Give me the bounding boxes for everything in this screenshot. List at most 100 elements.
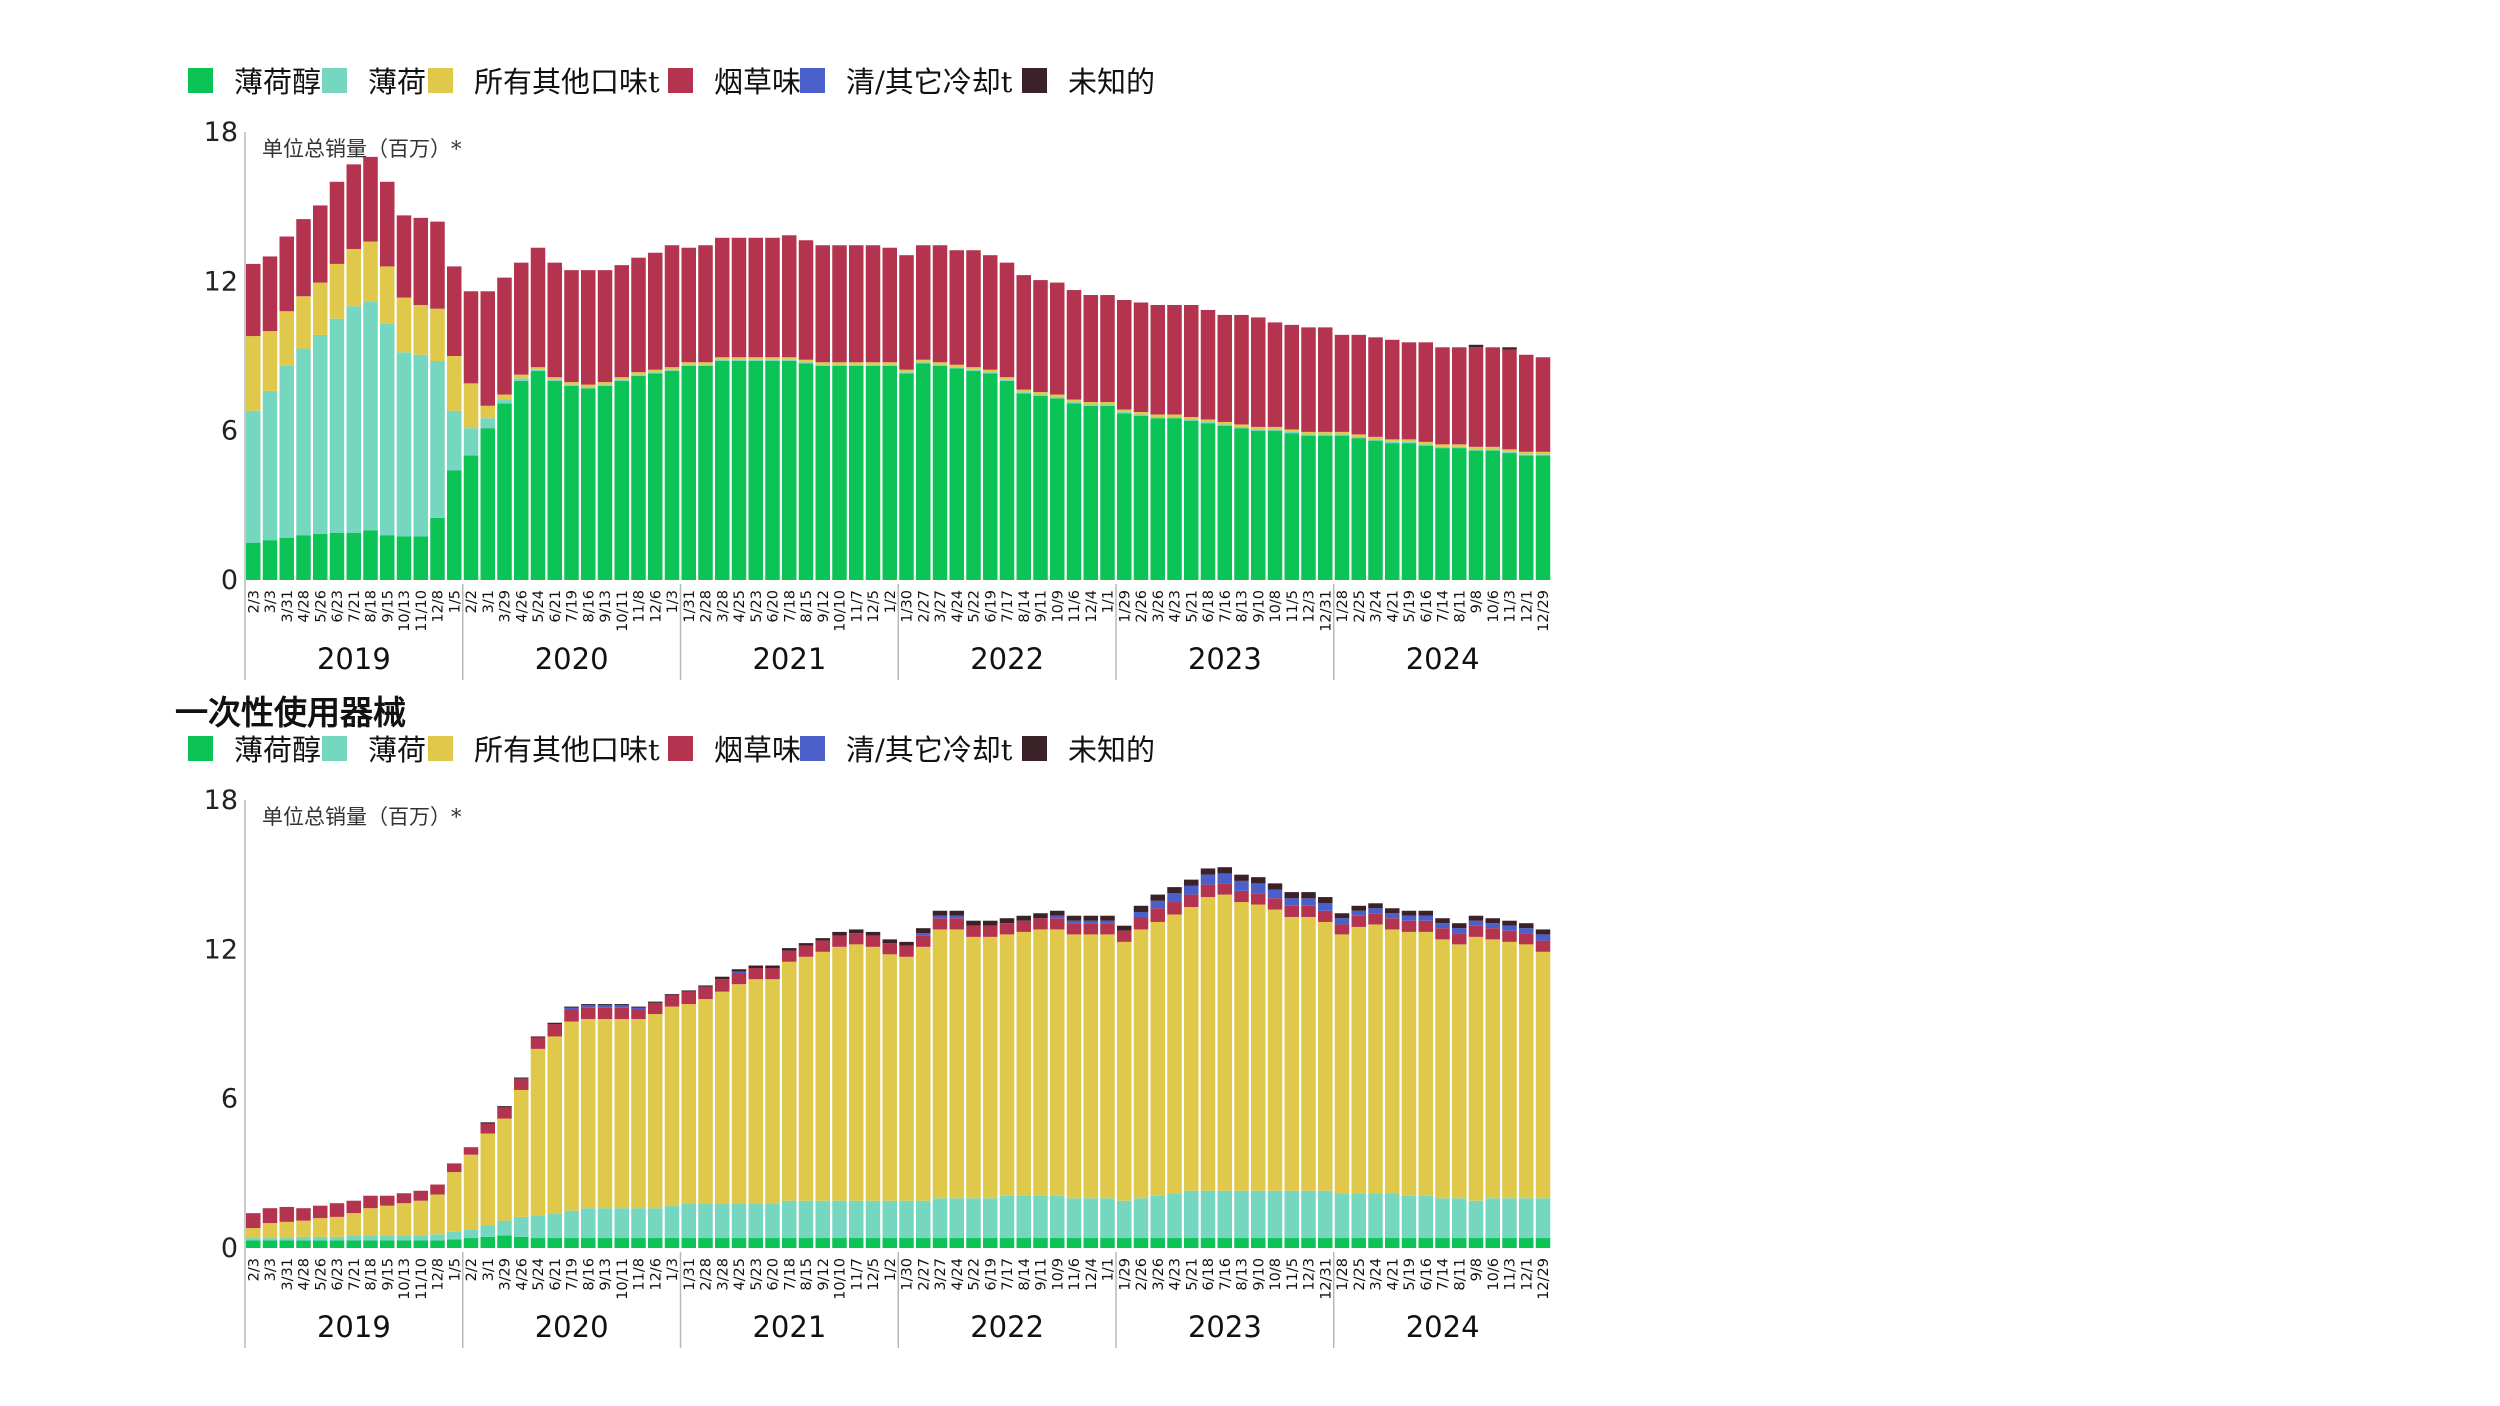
x-tick-label: 9/13 xyxy=(598,1258,614,1291)
y-tick-label: 0 xyxy=(221,1233,238,1264)
bar-segment-tobacco xyxy=(363,156,378,242)
bar-segment-menthol xyxy=(581,1238,596,1248)
bar-segment-tobacco xyxy=(1217,314,1232,422)
x-tick-label: 6/23 xyxy=(330,1258,346,1291)
bar-segment-menthol xyxy=(313,1240,328,1248)
bar-segment-mint xyxy=(1234,1190,1249,1239)
x-tick-label: 1/2 xyxy=(883,1258,899,1281)
bar-segment-unknown xyxy=(1133,905,1149,912)
bar-segment-mint xyxy=(1468,449,1484,451)
x-tick-label: 6/16 xyxy=(1419,1258,1435,1291)
year-label: 2024 xyxy=(1406,1310,1480,1344)
bar-segment-menthol xyxy=(1066,1238,1082,1248)
bar-segment-tobacco xyxy=(748,968,763,980)
bar-segment-menthol xyxy=(1468,1238,1484,1248)
bar-segment-tobacco xyxy=(380,181,395,267)
year-label: 2020 xyxy=(535,642,609,676)
bar-segment-tobacco xyxy=(731,237,747,358)
bar-segment-menthol xyxy=(1016,1238,1031,1248)
x-tick-label: 12/4 xyxy=(1084,1258,1100,1291)
bar-segment-mint xyxy=(1535,1198,1551,1239)
bar-segment-unknown xyxy=(916,928,931,934)
bar-segment-tobacco xyxy=(614,1007,629,1020)
bar-segment-mint xyxy=(916,1200,931,1239)
bar-segment-unknown xyxy=(1468,915,1484,921)
legend-swatch-mint xyxy=(322,736,347,761)
bar-segment-mint xyxy=(765,1203,780,1239)
bar-segment-tobacco xyxy=(597,1007,613,1020)
bar-segment-other xyxy=(1167,414,1182,417)
x-tick-label: 7/17 xyxy=(1000,590,1016,623)
bar-segment-other xyxy=(497,1118,512,1221)
bar-segment-menthol xyxy=(380,535,395,580)
bar-segment-menthol xyxy=(748,360,763,580)
bar-segment-other xyxy=(983,936,998,1199)
bar-segment-other xyxy=(296,1220,311,1237)
bar-segment-other xyxy=(1301,431,1316,435)
bar-segment-menthol xyxy=(1284,1238,1299,1248)
x-tick-label: 12/8 xyxy=(431,1258,447,1291)
bar-segment-unknown xyxy=(564,1006,579,1008)
bar-segment-menthol xyxy=(1251,430,1266,580)
bar-segment-other xyxy=(380,1205,395,1236)
bar-segment-menthol xyxy=(1368,1238,1383,1248)
bar-segment-unknown xyxy=(1452,923,1467,929)
bar-segment-unknown xyxy=(882,939,897,944)
bar-segment-other xyxy=(832,362,847,365)
bar-segment-tobacco xyxy=(899,255,914,370)
bar-segment-mint xyxy=(899,1200,914,1239)
bar-segment-mint xyxy=(1117,412,1132,414)
bar-segment-menthol xyxy=(1133,415,1149,580)
bar-segment-mint xyxy=(983,372,998,374)
bar-segment-mint xyxy=(1452,446,1467,449)
bar-segment-other xyxy=(1351,926,1366,1194)
bar-segment-other xyxy=(999,934,1015,1196)
bar-segment-tobacco xyxy=(564,1009,579,1022)
bar-segment-other xyxy=(1033,929,1048,1196)
bar-segment-tobacco xyxy=(1535,357,1551,452)
bar-segment-tobacco xyxy=(1267,322,1283,427)
bar-segment-unknown xyxy=(1535,929,1551,935)
bar-segment-tobacco xyxy=(1385,918,1400,930)
bar-segment-tobacco xyxy=(1418,920,1433,932)
legend-label-clear: 清/其它冷却t xyxy=(846,733,1013,767)
x-tick-label: 3/27 xyxy=(933,1258,949,1291)
bar-segment-tobacco xyxy=(1418,342,1433,442)
bar-segment-other xyxy=(832,946,847,1201)
bar-segment-clear xyxy=(1435,923,1450,929)
bar-segment-unknown xyxy=(1083,915,1098,921)
bar-segment-tobacco xyxy=(849,245,864,363)
bar-segment-mint xyxy=(664,1205,680,1239)
bar-segment-menthol xyxy=(1267,430,1283,580)
bar-segment-menthol xyxy=(564,385,579,580)
x-tick-label: 8/16 xyxy=(581,590,597,623)
bar-segment-menthol xyxy=(1016,393,1031,580)
bar-segment-other xyxy=(698,999,713,1204)
bar-segment-clear xyxy=(1334,918,1350,925)
bar-segment-mint xyxy=(396,1235,412,1241)
bar-segment-tobacco xyxy=(1200,309,1216,420)
bar-segment-mint xyxy=(731,359,747,361)
bar-segment-mint xyxy=(681,364,696,366)
bar-segment-other xyxy=(1234,902,1249,1191)
bar-segment-tobacco xyxy=(916,935,931,947)
bar-segment-menthol xyxy=(1083,1238,1098,1248)
x-tick-label: 7/16 xyxy=(1218,1258,1234,1291)
bar-segment-other xyxy=(748,979,763,1204)
bar-segment-mint xyxy=(1200,421,1216,424)
bar-segment-tobacco xyxy=(346,164,361,249)
bar-segment-mint xyxy=(798,1200,814,1239)
bar-segment-mint xyxy=(1217,424,1232,426)
bar-segment-tobacco xyxy=(1334,924,1350,935)
x-tick-label: 5/24 xyxy=(531,590,547,623)
bar-segment-other xyxy=(1100,934,1115,1199)
x-tick-label: 9/15 xyxy=(380,590,396,623)
bar-segment-unknown xyxy=(1351,905,1366,911)
bar-segment-tobacco xyxy=(1251,317,1266,427)
year-label: 2022 xyxy=(970,642,1044,676)
bar-segment-menthol xyxy=(966,370,981,580)
bar-segment-menthol xyxy=(1217,1238,1232,1248)
bar-segment-other xyxy=(246,1228,261,1239)
bar-segment-menthol xyxy=(1351,438,1366,580)
bar-segment-tobacco xyxy=(1117,300,1132,410)
